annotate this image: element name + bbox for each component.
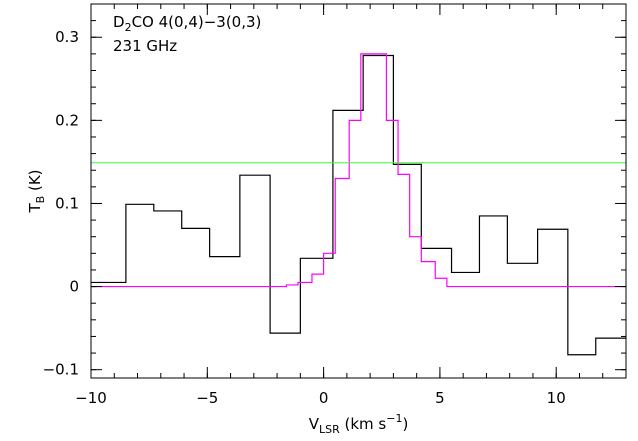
- x-tick-label: −5: [196, 389, 218, 407]
- y-tick-label: 0: [69, 278, 79, 296]
- xlabel-close: ): [402, 415, 408, 433]
- xlabel-sub: LSR: [319, 423, 340, 436]
- x-tick-label: −10: [75, 389, 107, 407]
- x-axis-label: VLSR (km s−1): [309, 412, 409, 436]
- x-tick-label: 5: [435, 389, 445, 407]
- y-tick-label: 0.2: [55, 111, 79, 129]
- ylabel-sub: B: [34, 196, 47, 204]
- xlabel-rest: (km s: [340, 415, 387, 433]
- annot-molecule-sub: 2: [125, 21, 132, 34]
- plot-frame: [90, 3, 627, 379]
- y-tick-label: −0.1: [43, 361, 79, 379]
- ylabel-base: T: [26, 203, 44, 214]
- line-name-annotation: D2CO 4(0,4)−3(0,3): [113, 13, 261, 34]
- x-tick-label: 0: [319, 389, 329, 407]
- annot-molecule-base: D: [113, 13, 125, 31]
- xlabel-base: V: [309, 415, 320, 433]
- ylabel-rest: (K): [26, 169, 44, 195]
- frequency-annotation: 231 GHz: [113, 37, 177, 55]
- y-tick-label: 0.1: [55, 194, 79, 212]
- xlabel-sup: −1: [386, 412, 402, 425]
- annot-molecule-rest: CO 4(0,4)−3(0,3): [132, 13, 262, 31]
- model-spectrum-line: [91, 53, 626, 288]
- observed-spectrum-line: [91, 54, 626, 356]
- y-axis-label: TB (K): [26, 169, 47, 213]
- x-tick-label: 10: [547, 389, 566, 407]
- y-tick-label: 0.3: [55, 28, 79, 46]
